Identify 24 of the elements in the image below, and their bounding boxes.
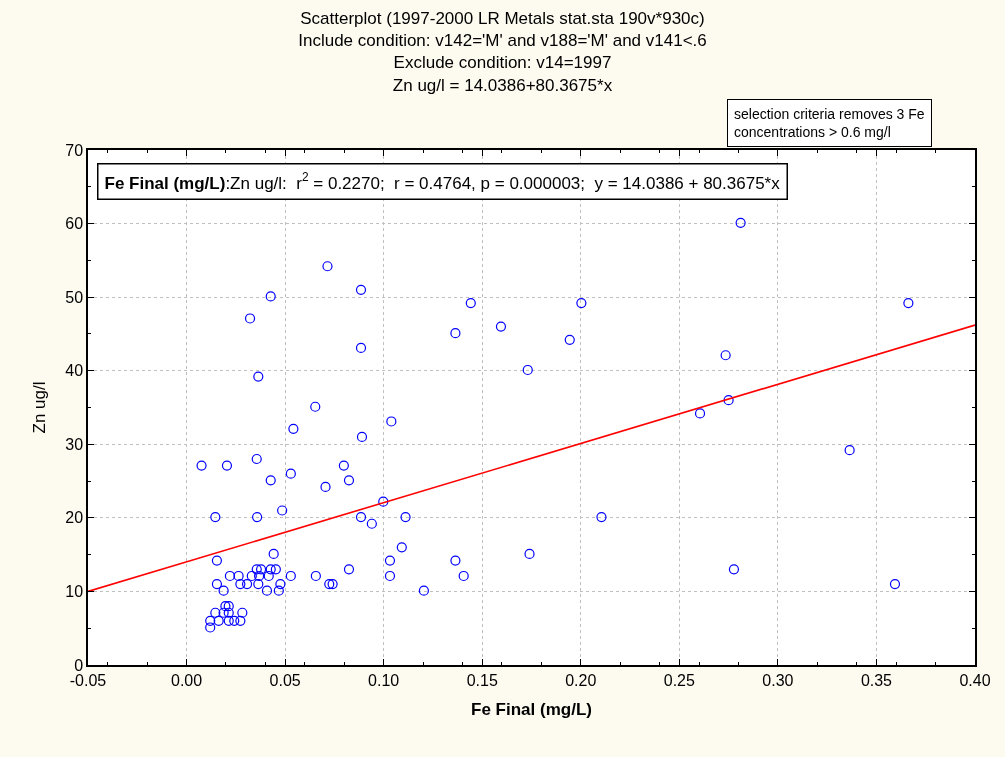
chart-subtitle: Include condition: v142='M' and v188='M' and v141<.6 Exclude condition: v14=1997 Zn ug/l = 14.0386+80.3675*x xyxy=(298,31,707,95)
x-tick-label: 0.30 xyxy=(762,671,794,689)
y-tick-label: 70 xyxy=(65,141,84,159)
annotation: Fe Final (mg/L):Zn ug/l: r$^{2}$ = 0.2270; r = 0.4764, p = 0.000003; y = 14.0386 + 80.3675*x xyxy=(104,170,781,193)
x-tick-label: 0.25 xyxy=(663,671,695,689)
x-tick-label: 0.05 xyxy=(269,671,301,689)
chart-title: Scatterplot (1997-2000 LR Metals stat.sta 190v*930c) xyxy=(300,9,705,29)
x-tick-label: 0.20 xyxy=(565,671,597,689)
y-tick-label: 20 xyxy=(65,509,84,527)
y-tick-label: 40 xyxy=(65,362,84,380)
y-tick-label: 30 xyxy=(65,435,84,453)
x-tick-label: 0.35 xyxy=(860,671,893,689)
x-axis-title: Fe Final (mg/L) xyxy=(471,699,592,719)
x-tick-label: -0.05 xyxy=(69,671,107,689)
x-tick-label: 0.00 xyxy=(170,671,203,689)
y-tick-label: 50 xyxy=(65,288,84,306)
y-axis-title: Zn ug/l xyxy=(30,381,50,434)
x-tick-label: 0.40 xyxy=(959,671,991,689)
x-tick-label: 0.15 xyxy=(466,671,498,689)
text: selection criteria removes 3 Fe concentrations > 0.6 mg/l xyxy=(734,106,925,141)
y-tick-label: 60 xyxy=(65,215,84,233)
x-tick-label: 0.10 xyxy=(368,671,400,689)
y-tick-label: 10 xyxy=(65,583,84,601)
y-tick-label: 0 xyxy=(74,656,84,674)
